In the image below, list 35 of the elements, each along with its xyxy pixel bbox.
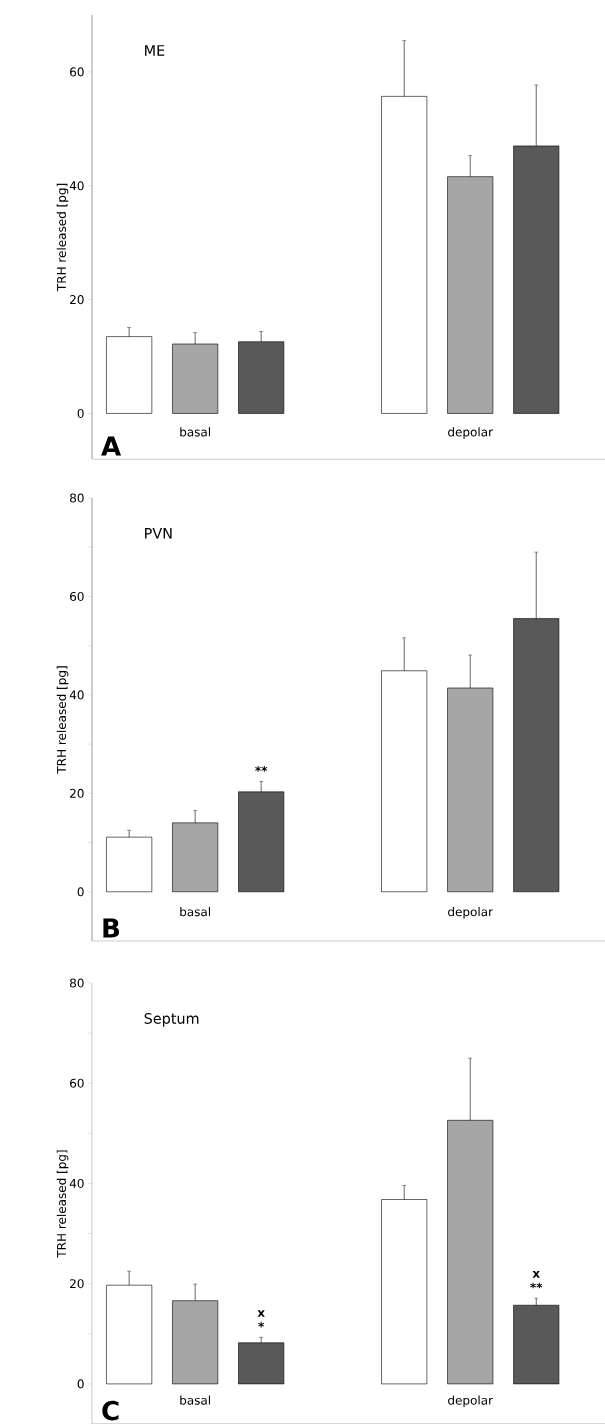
y-tick-label: 80 bbox=[70, 978, 84, 988]
y-tick-label: 60 bbox=[70, 1078, 84, 1088]
x-tick-label: depolar bbox=[448, 906, 494, 919]
bar bbox=[238, 1342, 285, 1385]
y-tick-label: 0 bbox=[77, 887, 84, 897]
y-tick-label: 80 bbox=[70, 493, 84, 503]
y-tick-label: 20 bbox=[70, 1279, 84, 1289]
y-tick-label: 40 bbox=[69, 181, 84, 191]
y-axis-title: TRH released [pg] bbox=[56, 183, 69, 292]
y-axis-title: TRH released [pg] bbox=[56, 1150, 69, 1258]
annotation: x bbox=[532, 1271, 540, 1278]
annotation: ** bbox=[530, 1282, 543, 1289]
y-tick-label: 40 bbox=[69, 690, 84, 700]
x-tick-label: depolar bbox=[448, 427, 494, 439]
text: ME bbox=[145, 45, 165, 56]
annotation: A bbox=[101, 436, 122, 456]
y-tick-label: 20 bbox=[70, 295, 84, 305]
y-tick-label: 0 bbox=[77, 1379, 84, 1389]
y-tick-label: 60 bbox=[70, 591, 84, 601]
text: Septum bbox=[144, 1012, 199, 1027]
text: PVN bbox=[145, 528, 172, 539]
x-tick-label: depolar bbox=[448, 1395, 494, 1408]
annotation: C bbox=[102, 1400, 119, 1421]
annotation: ** bbox=[255, 766, 268, 772]
annotation: * bbox=[258, 1321, 265, 1328]
annotation: B bbox=[103, 918, 120, 938]
x-tick-label: basal bbox=[180, 906, 210, 917]
y-tick-label: 0 bbox=[77, 408, 84, 418]
y-tick-label: 40 bbox=[69, 1178, 84, 1188]
y-tick-label: 60 bbox=[70, 67, 84, 77]
y-axis-title: TRH released [pg] bbox=[56, 666, 69, 774]
annotation: x bbox=[257, 1310, 265, 1317]
x-tick-label: basal bbox=[180, 1395, 210, 1405]
x-tick-label: basal bbox=[180, 427, 210, 437]
y-tick-label: 20 bbox=[70, 788, 84, 798]
